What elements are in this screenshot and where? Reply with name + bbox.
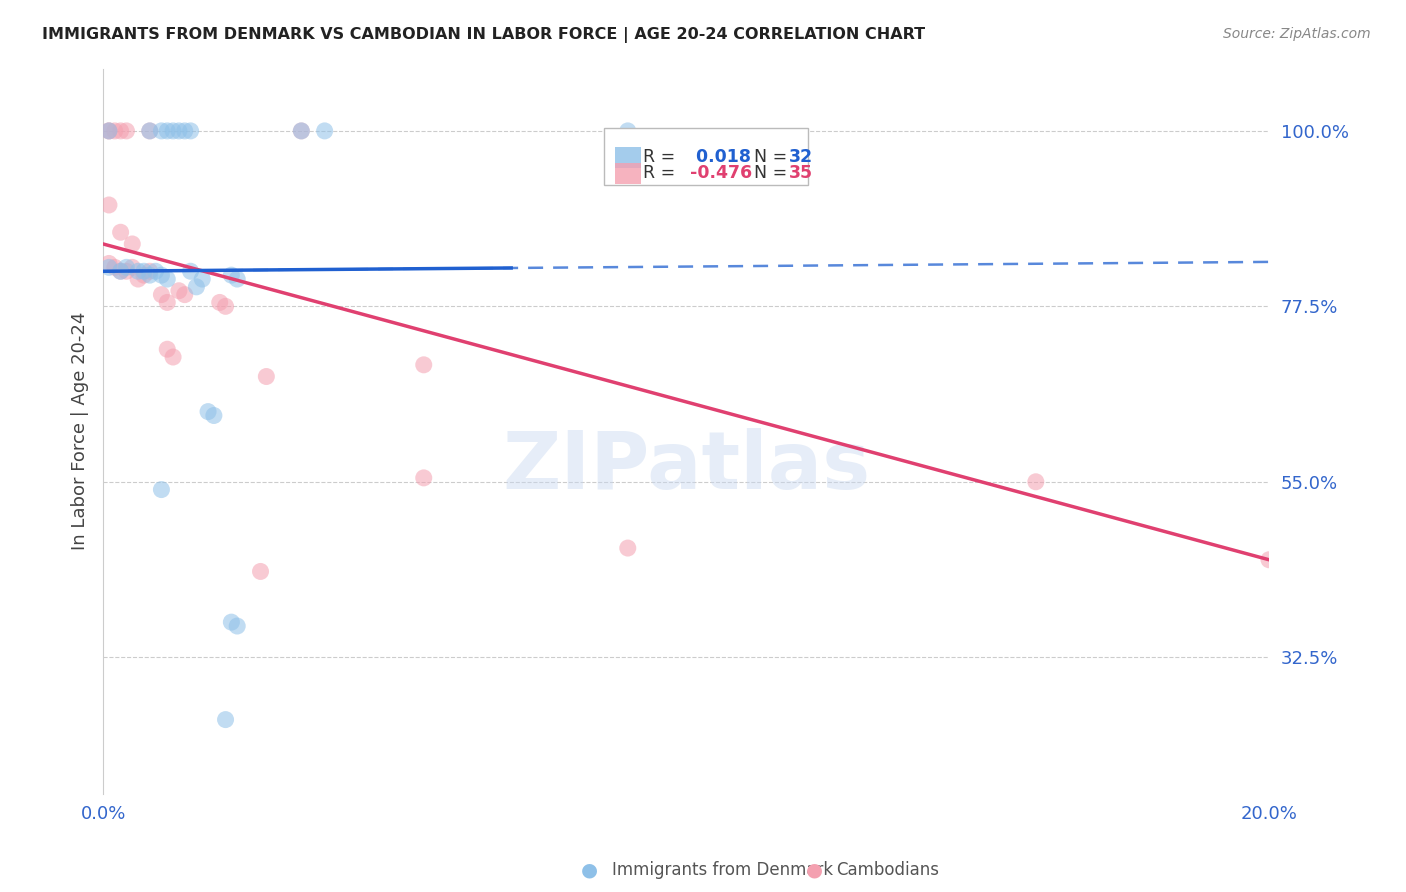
Point <box>1258 553 1281 567</box>
Point <box>314 124 336 138</box>
Point <box>115 264 138 278</box>
Point <box>97 198 120 212</box>
Point <box>139 124 162 138</box>
Point <box>156 272 179 286</box>
Point <box>186 280 208 294</box>
Point <box>180 124 202 138</box>
Point <box>110 124 132 138</box>
Text: ●: ● <box>581 860 598 880</box>
Text: Immigrants from Denmark: Immigrants from Denmark <box>612 861 832 879</box>
Point <box>156 295 179 310</box>
Point <box>412 471 434 485</box>
Point <box>97 256 120 270</box>
Point <box>221 268 243 282</box>
Text: 32: 32 <box>789 148 813 166</box>
Point <box>156 124 179 138</box>
Point <box>150 124 173 138</box>
Point <box>249 565 271 579</box>
Point <box>115 260 138 275</box>
FancyBboxPatch shape <box>614 163 641 184</box>
Point <box>132 268 155 282</box>
Text: ●: ● <box>806 860 823 880</box>
Point <box>150 483 173 497</box>
Point <box>145 264 167 278</box>
Point <box>202 409 225 423</box>
Text: ZIPatlas: ZIPatlas <box>502 428 870 507</box>
Point <box>104 260 127 275</box>
Point <box>290 124 312 138</box>
Text: Cambodians: Cambodians <box>837 861 939 879</box>
Point <box>221 615 243 629</box>
FancyBboxPatch shape <box>614 147 641 168</box>
Text: 0.018: 0.018 <box>689 148 751 166</box>
Point <box>127 264 149 278</box>
Point <box>150 268 173 282</box>
Point <box>110 225 132 239</box>
Point <box>97 124 120 138</box>
Text: N =: N = <box>754 164 787 182</box>
Point <box>162 124 184 138</box>
Point <box>412 358 434 372</box>
Point <box>139 124 162 138</box>
Point <box>104 124 127 138</box>
Text: R =: R = <box>643 148 675 166</box>
Point <box>132 264 155 278</box>
Point <box>208 295 231 310</box>
Point <box>226 272 249 286</box>
Point <box>110 264 132 278</box>
Point <box>214 299 236 313</box>
Point <box>173 287 195 301</box>
Point <box>139 264 162 278</box>
Point <box>121 260 143 275</box>
Point <box>226 619 249 633</box>
Point <box>616 541 638 555</box>
Point <box>121 236 143 251</box>
Text: -0.476: -0.476 <box>689 164 752 182</box>
FancyBboxPatch shape <box>605 128 808 185</box>
Text: N =: N = <box>754 148 787 166</box>
Text: 35: 35 <box>789 164 813 182</box>
Text: R =: R = <box>643 164 675 182</box>
Point <box>290 124 312 138</box>
Point <box>180 264 202 278</box>
Point <box>115 124 138 138</box>
Point <box>150 287 173 301</box>
Point <box>156 343 179 357</box>
Point <box>254 369 277 384</box>
Point <box>127 272 149 286</box>
Point <box>97 260 120 275</box>
Y-axis label: In Labor Force | Age 20-24: In Labor Force | Age 20-24 <box>72 312 89 550</box>
Point <box>167 284 190 298</box>
Point <box>191 272 214 286</box>
Point <box>162 350 184 364</box>
Point <box>1025 475 1047 489</box>
Point <box>110 264 132 278</box>
Point <box>616 124 638 138</box>
Point <box>197 404 219 418</box>
Text: Source: ZipAtlas.com: Source: ZipAtlas.com <box>1223 27 1371 41</box>
Text: IMMIGRANTS FROM DENMARK VS CAMBODIAN IN LABOR FORCE | AGE 20-24 CORRELATION CHAR: IMMIGRANTS FROM DENMARK VS CAMBODIAN IN … <box>42 27 925 43</box>
Point <box>214 713 236 727</box>
Point <box>167 124 190 138</box>
Point <box>97 124 120 138</box>
Point <box>97 124 120 138</box>
Point <box>173 124 195 138</box>
Point <box>139 268 162 282</box>
